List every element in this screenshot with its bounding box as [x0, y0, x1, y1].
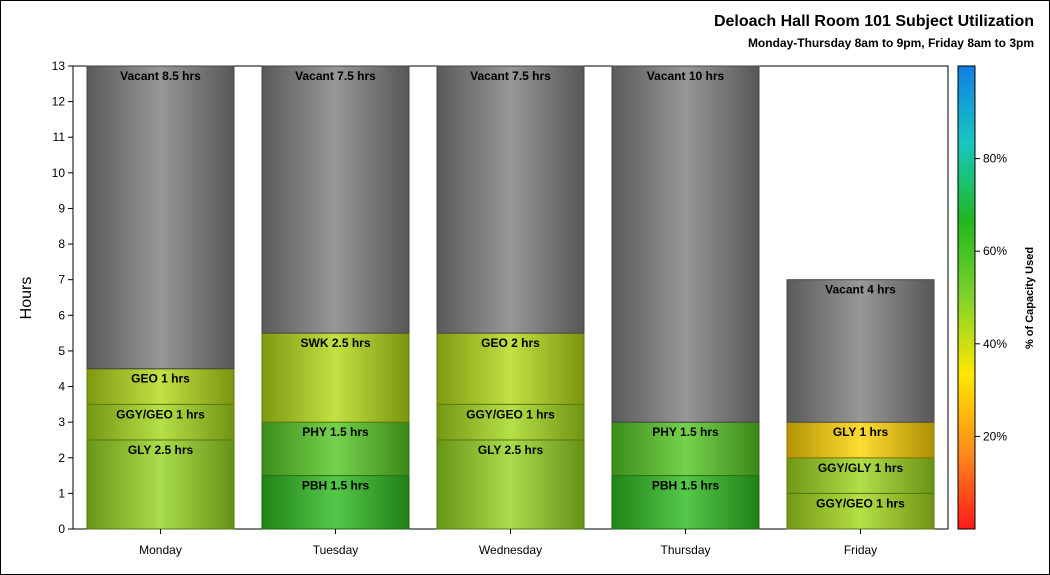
x-tick-label: Thursday — [660, 543, 710, 557]
y-tick-label: 5 — [58, 344, 65, 358]
y-axis-label: Hours — [18, 277, 35, 320]
x-axis: Monday Tuesday Wednesday Thursday Friday — [139, 529, 877, 557]
colorbar-gradient — [957, 65, 976, 530]
y-tick-label: 3 — [58, 415, 65, 429]
bar-segment-label: GLY 1 hrs — [833, 425, 889, 439]
y-tick-label: 6 — [58, 308, 65, 322]
y-tick-label: 12 — [52, 95, 66, 109]
bar-segment-label: GLY 2.5 hrs — [128, 443, 194, 457]
bar-segment — [86, 439, 235, 530]
x-tick-label: Monday — [139, 543, 182, 557]
bar-segment-label: GGY/GLY 1 hrs — [818, 461, 904, 475]
colorbar-tick-label: 40% — [983, 337, 1007, 351]
colorbar-tick-label: 60% — [983, 244, 1007, 258]
bar-segment-label: GLY 2.5 hrs — [478, 443, 544, 457]
bar-segment — [261, 475, 410, 530]
bar-segment-label: GEO 2 hrs — [481, 336, 540, 350]
bar-friday: GGY/GEO 1 hrs GGY/GLY 1 hrs GLY 1 hrs Vacan… — [786, 279, 935, 530]
bar-segment-label: Vacant 8.5 hrs — [120, 69, 201, 83]
bar-segment-label: GGY/GEO 1 hrs — [816, 496, 905, 510]
bar-segment-label: Vacant 7.5 hrs — [295, 69, 376, 83]
bar-wednesday: GLY 2.5 hrs GGY/GEO 1 hrs GEO 2 hrs Vacant … — [436, 65, 585, 530]
bar-segment — [611, 475, 760, 530]
colorbar-tick-label: 80% — [983, 152, 1007, 166]
bar-segment — [786, 457, 935, 494]
bar-segment-label: SWK 2.5 hrs — [300, 336, 370, 350]
colorbar-tick-label: 20% — [983, 429, 1007, 443]
y-tick-label: 7 — [58, 273, 65, 287]
y-tick-label: 1 — [58, 486, 65, 500]
bar-segment-label: PHY 1.5 hrs — [652, 425, 719, 439]
bar-segment-label: GGY/GEO 1 hrs — [116, 407, 205, 421]
bar-segment — [611, 421, 760, 477]
bar-tuesday: PBH 1.5 hrs PHY 1.5 hrs SWK 2.5 hrs Vacant … — [261, 65, 410, 530]
y-tick-label: 10 — [52, 166, 66, 180]
x-tick-label: Wednesday — [479, 543, 542, 557]
bar-segment — [786, 421, 935, 459]
y-tick-label: 4 — [58, 380, 65, 394]
colorbar: 20% 40% 60% 80% — [957, 65, 1007, 530]
y-tick-label: 9 — [58, 201, 65, 215]
y-tick-label: 0 — [58, 522, 65, 536]
bar-monday: GLY 2.5 hrs GGY/GEO 1 hrs GEO 1 hrs Vacant … — [86, 65, 235, 530]
bar-segment-label: PBH 1.5 hrs — [652, 479, 720, 493]
chart-subtitle: Monday-Thursday 8am to 9pm, Friday 8am t… — [747, 36, 1034, 50]
bar-segment-label: PBH 1.5 hrs — [302, 479, 370, 493]
bar-segment — [436, 439, 585, 530]
bar-segment-label: Vacant 10 hrs — [647, 69, 725, 83]
bar-segment-vacant — [436, 65, 585, 334]
colorbar-label: % of Capacity Used — [1024, 247, 1036, 349]
bar-segment — [261, 332, 410, 423]
chart-title: Deloach Hall Room 101 Subject Utilizatio… — [713, 13, 1034, 30]
bar-segment-vacant — [786, 279, 935, 423]
bar-segment-label: Vacant 7.5 hrs — [470, 69, 551, 83]
x-tick-label: Friday — [844, 543, 877, 557]
bars-group: GLY 2.5 hrs GGY/GEO 1 hrs GEO 1 hrs Vacant … — [86, 65, 935, 530]
bar-segment-vacant — [611, 65, 760, 423]
bar-segment — [436, 403, 585, 441]
bar-segment — [786, 492, 935, 530]
bar-segment-label: Vacant 4 hrs — [825, 283, 896, 297]
y-tick-label: 13 — [52, 59, 66, 73]
bar-segment-label: GEO 1 hrs — [131, 372, 190, 386]
bar-segment — [86, 368, 235, 405]
bar-segment-vacant — [261, 65, 410, 334]
x-tick-label: Tuesday — [313, 543, 359, 557]
bar-segment — [436, 332, 585, 405]
bar-thursday: PBH 1.5 hrs PHY 1.5 hrs Vacant 10 hrs — [611, 65, 760, 530]
y-tick-label: 2 — [58, 451, 65, 465]
y-tick-label: 11 — [53, 130, 66, 144]
bar-segment-vacant — [86, 65, 235, 370]
y-tick-label: 8 — [58, 237, 65, 251]
bar-segment-label: GGY/GEO 1 hrs — [466, 407, 555, 421]
bar-segment-label: PHY 1.5 hrs — [302, 425, 369, 439]
